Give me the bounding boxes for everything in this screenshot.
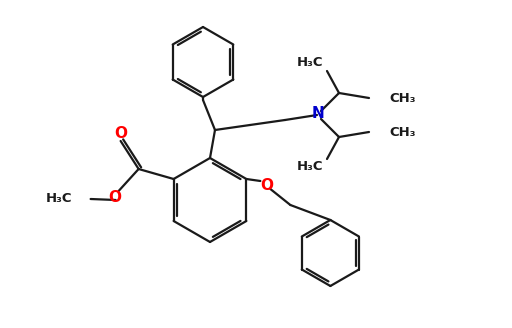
Text: O: O (108, 190, 121, 204)
Text: N: N (312, 107, 325, 121)
Text: O: O (260, 177, 273, 193)
Text: H₃C: H₃C (296, 160, 323, 174)
Text: H₃C: H₃C (296, 56, 323, 70)
Text: CH₃: CH₃ (389, 126, 416, 138)
Text: H₃C: H₃C (46, 193, 73, 206)
Text: O: O (114, 127, 127, 141)
Text: CH₃: CH₃ (389, 92, 416, 105)
